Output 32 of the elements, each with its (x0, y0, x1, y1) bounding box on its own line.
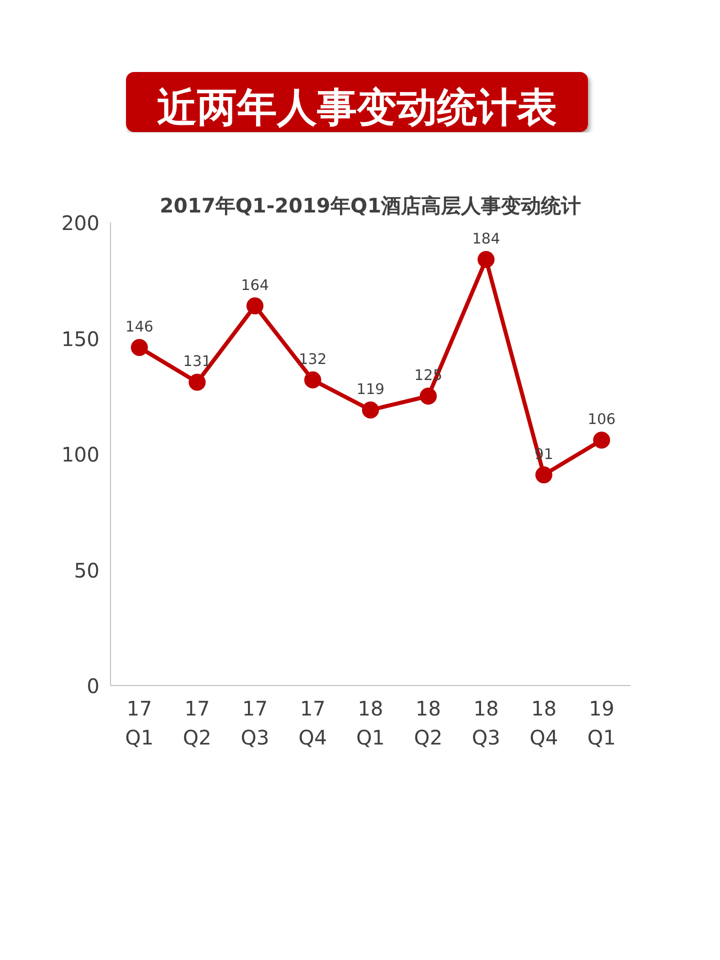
data-label: 146 (125, 318, 154, 336)
point (246, 297, 264, 314)
data-label: 131 (183, 353, 212, 370)
point (593, 432, 610, 449)
x-tick-label: 18 Q1 (356, 696, 385, 750)
y-tick-label: 100 (61, 442, 100, 466)
point (304, 371, 322, 388)
x-tick-label: 17 Q3 (240, 696, 270, 750)
point (188, 374, 206, 391)
point (535, 466, 552, 484)
y-tick-label: 150 (61, 326, 100, 351)
x-tick-label: 17 Q2 (182, 696, 212, 750)
point (362, 402, 379, 418)
data-label: 184 (472, 230, 500, 248)
x-tick-label: 18 Q4 (530, 696, 558, 750)
y-tick-label: 50 (74, 558, 100, 582)
data-label: 119 (356, 381, 384, 398)
chart-subtitle: 2017年Q1-2019年Q1酒店高层人事变动统计 (160, 194, 582, 218)
x-tick-label: 18 Q3 (472, 696, 500, 750)
data-label: 106 (588, 411, 616, 428)
x-tick-label: 19 Q1 (587, 696, 616, 750)
data-label: 132 (298, 350, 327, 368)
y-tick-label: 200 (61, 211, 100, 235)
point (420, 388, 437, 405)
data-label: 164 (240, 276, 269, 294)
x-tick-label: 18 Q2 (414, 696, 443, 750)
x-tick-label: 17 Q1 (125, 696, 154, 750)
x-tick-label: 17 Q4 (298, 696, 327, 750)
point (130, 339, 148, 356)
chart-title: 近两年人事变动统计表 (157, 84, 557, 133)
point (478, 251, 495, 268)
y-tick-label: 0 (86, 674, 100, 698)
